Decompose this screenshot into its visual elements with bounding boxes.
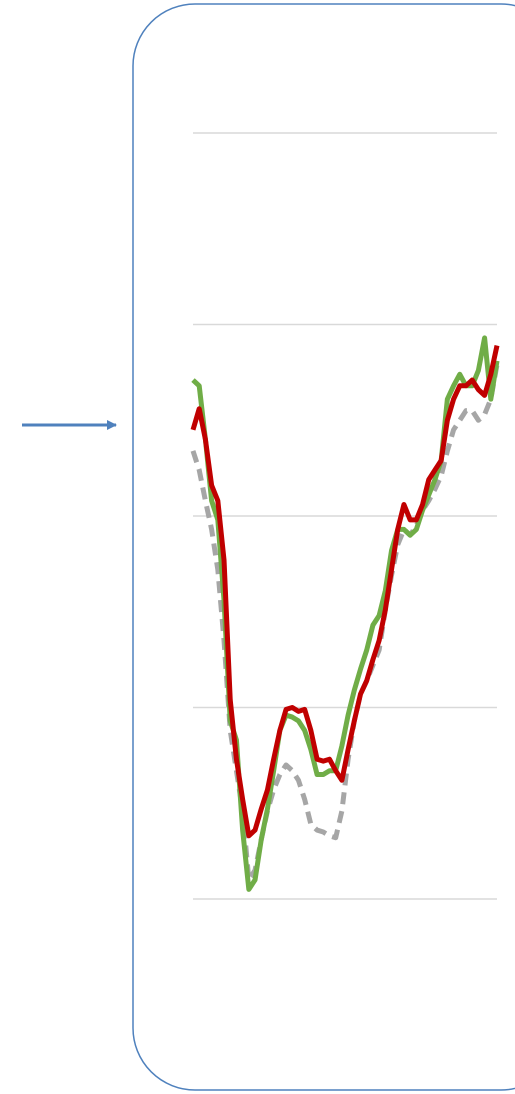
frame — [132, 3, 515, 1091]
series-line — [191, 335, 500, 892]
series-line — [190, 364, 500, 883]
series-line — [190, 345, 500, 839]
